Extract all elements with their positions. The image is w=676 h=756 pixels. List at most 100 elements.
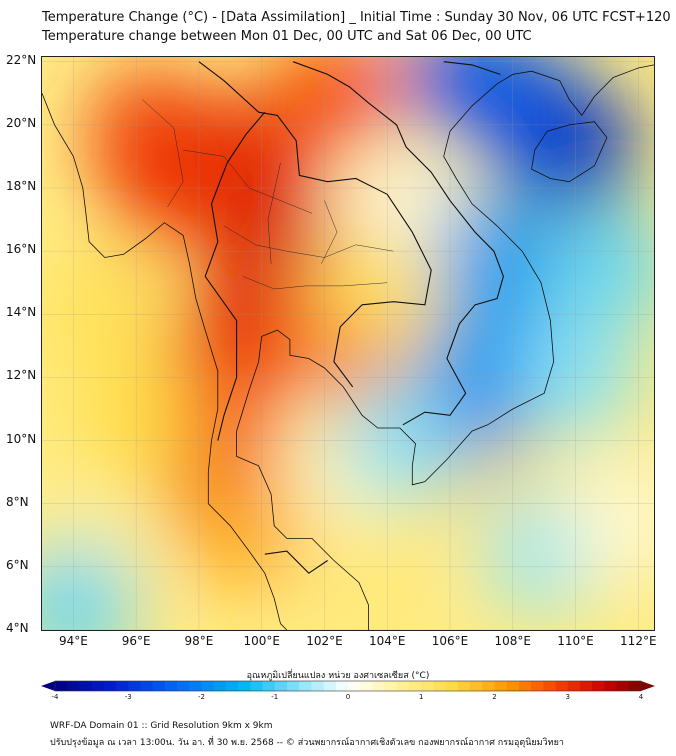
footer-credit: ปรับปรุงข้อมูล ณ เวลา 13:00น. วัน อา. ที… [50, 738, 564, 748]
map-canvas [42, 57, 654, 630]
colorbar-tick-label: 3 [565, 693, 570, 701]
colorbar-segment [396, 681, 410, 691]
colorbar-segment [55, 681, 68, 691]
colorbar-segment [225, 681, 239, 691]
colorbar-segment [348, 681, 361, 691]
coastline [531, 121, 608, 183]
colorbar-segment [360, 681, 373, 691]
province-border [321, 200, 338, 264]
colorbar-tick-label: 2 [492, 693, 497, 701]
colorbar-segment [311, 681, 324, 691]
temperature-field-cell [42, 542, 136, 630]
temperature-field-cell [271, 57, 396, 156]
longitude-tick-label: 106°E [431, 634, 469, 648]
colorbar [41, 680, 655, 692]
colorbar-segment [616, 681, 630, 691]
colorbar-segment [445, 681, 459, 691]
colorbar-segment [482, 681, 495, 691]
colorbar-tick-label: -4 [51, 693, 59, 701]
latitude-tick-label: 18°N [6, 179, 37, 194]
colorbar-segment [543, 681, 556, 691]
colorbar-segment [250, 681, 263, 691]
colorbar-segment [579, 681, 593, 691]
coastline [236, 64, 654, 630]
map-subtitle: Temperature change between Mon 01 Dec, 0… [42, 29, 532, 44]
colorbar-segment [152, 681, 166, 691]
colorbar-segment [518, 681, 532, 691]
colorbar-segment [164, 681, 178, 691]
colorbar-segment [470, 681, 483, 691]
latitude-tick-label: 14°N [6, 305, 37, 320]
colorbar-label: อุณหภูมิเปลี่ยนแปลง หน่วย องศาเซลเซียส (… [246, 671, 430, 681]
temperature-field-cell [309, 220, 434, 345]
country-border [292, 61, 504, 426]
colorbar-segment [79, 681, 93, 691]
longitude-tick-label: 108°E [494, 634, 532, 648]
province-border [223, 225, 394, 258]
colorbar-segment [238, 681, 251, 691]
latitude-tick-label: 6°N [6, 557, 29, 572]
colorbar-segment [433, 681, 447, 691]
colorbar-tick-label: -1 [271, 693, 279, 701]
colorbar-segment [592, 681, 605, 691]
country-border [204, 111, 266, 441]
longitude-tick-label: 112°E [620, 634, 657, 648]
footer-model-info: WRF-DA Domain 01 :: Grid Resolution 9km … [50, 721, 273, 731]
province-border [142, 99, 184, 208]
colorbar-segment [201, 681, 215, 691]
latitude-tick-label: 10°N [6, 431, 37, 446]
colorbar-segment [421, 681, 434, 691]
colorbar-segment [103, 681, 117, 691]
colorbar-segment [67, 681, 80, 691]
latitude-tick-label: 16°N [6, 242, 37, 257]
map-title: Temperature Change (°C) - [Data Assimila… [42, 10, 671, 25]
colorbar-segment [91, 681, 105, 691]
latitude-tick-label: 22°N [6, 52, 37, 67]
colorbar-tick-label: 1 [419, 693, 424, 701]
colorbar-segment [323, 681, 337, 691]
country-border [264, 550, 328, 574]
temperature-field-cell [42, 252, 167, 377]
colorbar-segment [555, 681, 569, 691]
colorbar-segment [372, 681, 386, 691]
colorbar-extend-low [41, 681, 55, 691]
colorbar-extend-high [641, 681, 655, 691]
temperature-field-cell [560, 457, 654, 582]
province-border [267, 162, 281, 264]
latitude-tick-label: 4°N [6, 621, 29, 635]
colorbar-segment [567, 681, 581, 691]
colorbar-segment [299, 681, 312, 691]
country-border [198, 61, 432, 388]
latitude-tick-label: 20°N [6, 115, 37, 130]
colorbar-segment [604, 681, 617, 691]
latitude-tick-label: 12°N [6, 368, 37, 383]
province-border [183, 149, 312, 214]
longitude-tick-label: 96°E [121, 634, 151, 648]
longitude-tick-label: 94°E [58, 634, 88, 648]
temperature-field-cell [74, 362, 199, 487]
colorbar-segment [506, 681, 520, 691]
colorbar-segment [177, 681, 190, 691]
country-border [443, 61, 501, 75]
temperature-field-cell [184, 466, 308, 591]
latitude-tick-label: 8°N [6, 494, 29, 509]
colorbar-tick-label: 0 [345, 693, 351, 701]
longitude-tick-label: 100°E [243, 634, 280, 648]
colorbar-segment [384, 681, 398, 691]
colorbar-segment [116, 681, 129, 691]
longitude-tick-label: 110°E [557, 634, 594, 648]
colorbar-segment [140, 681, 154, 691]
colorbar-outline [54, 680, 642, 692]
colorbar-tick-label: -3 [124, 693, 132, 701]
colorbar-segment [409, 681, 422, 691]
colorbar-segment [494, 681, 508, 691]
colorbar-segment [189, 681, 202, 691]
colorbar-segment [335, 681, 349, 691]
longitude-tick-label: 102°E [306, 634, 343, 648]
province-border [242, 276, 388, 290]
longitude-tick-label: 104°E [368, 634, 406, 648]
temperature-change-map[interactable] [41, 56, 655, 631]
colorbar-segment [531, 681, 544, 691]
temperature-field-cell [340, 378, 465, 503]
temperature-field-cell [309, 520, 434, 630]
